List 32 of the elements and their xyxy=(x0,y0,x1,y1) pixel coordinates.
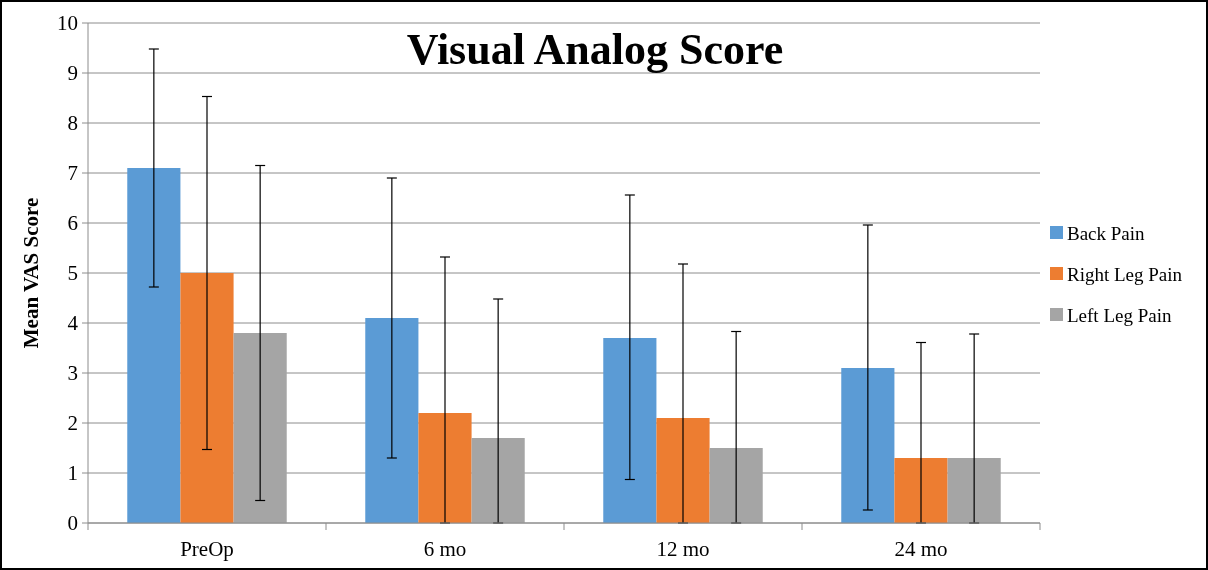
x-tick-label: PreOp xyxy=(180,537,234,561)
bar xyxy=(180,273,234,523)
x-tick-label: 6 mo xyxy=(423,537,467,561)
legend-label: Right Leg Pain xyxy=(1067,263,1183,285)
bar xyxy=(471,438,525,523)
legend-label: Back Pain xyxy=(1067,222,1146,244)
y-tick-label: 6 xyxy=(67,211,78,236)
bar xyxy=(127,168,181,523)
y-tick-label: 1 xyxy=(67,461,78,486)
y-tick-label: 0 xyxy=(67,511,78,536)
y-tick-label: 5 xyxy=(67,261,78,286)
bar xyxy=(656,418,710,523)
bar xyxy=(894,458,948,523)
chart-title: Visual Analog Score xyxy=(406,25,784,74)
x-tick-label: 24 mo xyxy=(894,537,948,561)
bar xyxy=(233,333,287,523)
y-axis-title: Mean VAS Score xyxy=(19,197,43,349)
y-tick-label: 10 xyxy=(57,11,78,36)
y-tick-label: 4 xyxy=(67,311,79,336)
bar xyxy=(709,448,763,523)
bar xyxy=(603,338,657,523)
bar xyxy=(947,458,1001,523)
bar xyxy=(365,318,419,523)
y-tick-label: 3 xyxy=(67,361,78,386)
x-tick-label: 12 mo xyxy=(656,537,710,561)
y-tick-label: 9 xyxy=(67,61,78,86)
y-tick-label: 7 xyxy=(67,161,78,186)
bar xyxy=(841,368,895,523)
bar xyxy=(418,413,472,523)
legend-label: Left Leg Pain xyxy=(1067,304,1172,326)
y-tick-label: 8 xyxy=(67,111,78,136)
y-tick-label: 2 xyxy=(67,411,78,436)
